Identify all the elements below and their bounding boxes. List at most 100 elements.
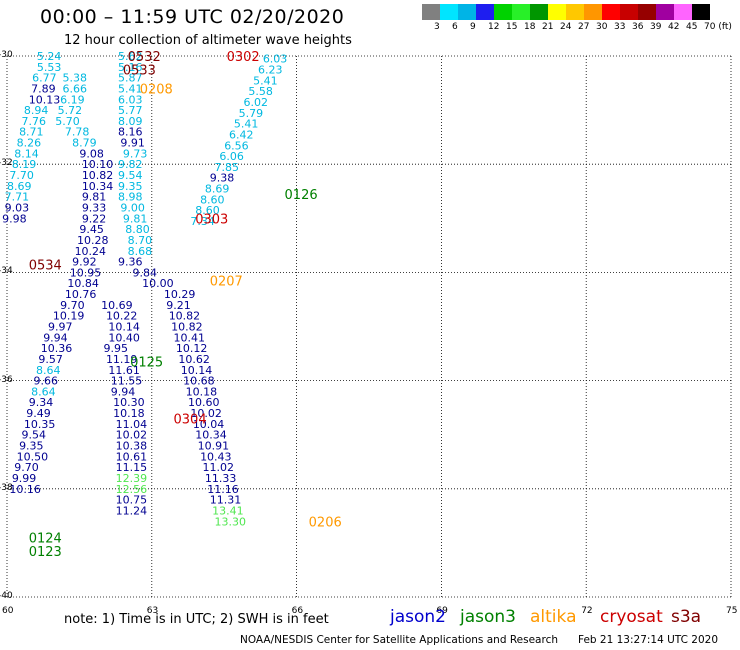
wave-height-value: 9.54 <box>118 169 143 182</box>
wave-height-value: 5.41 <box>253 74 278 87</box>
colorbar-swatch <box>548 4 566 20</box>
pass-time-label: 0206 <box>309 515 342 530</box>
credit-line: NOAA/NESDIS Center for Satellite Applica… <box>240 634 558 646</box>
y-tick-label: -40 <box>0 591 13 601</box>
wave-height-value: 7.70 <box>9 169 34 182</box>
grid-lines <box>6 55 732 598</box>
wave-height-value: 6.03 <box>118 93 143 106</box>
wave-height-value: 5.58 <box>248 85 272 98</box>
colorbar-label: 36 <box>632 22 644 32</box>
pass-time-label: 0123 <box>29 545 62 560</box>
pass-time-label: 0302 <box>227 50 260 65</box>
wave-height-value: 5.53 <box>37 61 62 74</box>
wave-height-value: 8.94 <box>24 104 49 117</box>
x-tick-label: 60 <box>2 606 14 616</box>
wave-height-value: 9.99 <box>12 472 37 485</box>
wave-height-value: 10.24 <box>75 245 107 258</box>
wave-height-value: 13.30 <box>215 515 247 528</box>
pass-time-label: 0124 <box>29 531 62 546</box>
wave-height-value: 10.75 <box>116 494 148 507</box>
figure-title: 00:00 – 11:59 UTC 02/20/2020 <box>40 6 345 28</box>
colorbar-swatch <box>692 4 710 20</box>
wave-height-value: 9.91 <box>120 137 145 150</box>
wave-height-value: 11.04 <box>116 418 148 431</box>
wave-height-value: 5.87 <box>118 72 143 85</box>
colorbar-swatch <box>422 4 440 20</box>
wave-height-value: 10.16 <box>9 483 41 496</box>
wave-height-value: 13.41 <box>212 504 244 517</box>
colorbar-swatch <box>494 4 512 20</box>
wave-height-value: 9.49 <box>26 407 51 420</box>
wave-height-value: 10.29 <box>164 288 196 301</box>
colorbar-swatch <box>458 4 476 20</box>
colorbar-label: 6 <box>452 22 458 32</box>
wave-height-value: 9.81 <box>123 212 148 225</box>
colorbar-swatch <box>602 4 620 20</box>
wave-height-value: 10.82 <box>171 321 203 334</box>
wave-height-value: 11.61 <box>108 364 140 377</box>
wave-height-value: 7.78 <box>65 126 90 139</box>
wave-height-value: 8.98 <box>118 191 143 204</box>
wave-height-value: 10.69 <box>101 299 132 312</box>
wave-height-value: 9.66 <box>34 375 59 388</box>
wave-height-value: 9.70 <box>60 299 85 312</box>
wave-height-value: 10.13 <box>29 93 61 106</box>
wave-height-value: 9.73 <box>123 147 148 160</box>
colorbar-label: 15 <box>506 22 518 32</box>
wave-height-value: 10.35 <box>24 418 56 431</box>
pass-time-label: 0208 <box>140 82 173 97</box>
wave-height-value: 10.12 <box>176 342 208 355</box>
pass-time-label: 0126 <box>285 188 318 203</box>
y-tick-label: -36 <box>0 374 13 385</box>
x-tick-label: 63 <box>146 606 159 616</box>
colorbar-swatch <box>620 4 638 20</box>
legend-jason2: jason2 <box>390 607 446 627</box>
wave-height-value: 6.03 <box>263 53 288 66</box>
wave-height-value: 8.60 <box>195 204 220 217</box>
colorbar-swatch <box>638 4 656 20</box>
wave-height-value: 11.15 <box>116 461 148 474</box>
wave-height-value: 10.14 <box>181 364 213 377</box>
wave-height-value: 5.41 <box>118 82 143 95</box>
figure-subtitle: 12 hour collection of altimeter wave hei… <box>64 33 352 48</box>
legend-altika: altika <box>530 607 577 627</box>
wave-height-value: 10.38 <box>116 440 148 453</box>
wave-height-value: 10.34 <box>195 429 227 442</box>
wave-height-value: 10.34 <box>82 180 114 193</box>
wave-height-value: 8.14 <box>14 147 38 160</box>
y-tick-label: -30 <box>0 50 13 60</box>
wave-height-value: 6.66 <box>63 82 88 95</box>
wave-height-value: 10.18 <box>186 385 218 398</box>
wave-height-value: 9.98 <box>2 212 27 225</box>
wave-height-value: 8.60 <box>200 193 225 206</box>
wave-height-value: 5.70 <box>55 115 79 128</box>
wave-height-value: 6.42 <box>229 128 254 141</box>
wave-height-value: 11.16 <box>207 483 239 496</box>
pass-time-label: 0303 <box>195 212 228 227</box>
wave-height-value: 9.97 <box>48 321 73 334</box>
colorbar-swatch <box>566 4 584 20</box>
colorbar-swatch <box>674 4 692 20</box>
colorbar-label: 45 <box>686 22 698 32</box>
wave-height-value: 9.21 <box>166 299 191 312</box>
wave-height-value: 10.22 <box>106 310 137 323</box>
wave-height-value: 9.57 <box>38 353 63 366</box>
timestamp: Feb 21 13:27:14 UTC 2020 <box>578 634 718 646</box>
colorbar-swatch <box>512 4 530 20</box>
legend-s3a: s3a <box>671 607 702 627</box>
wave-height-value: 8.79 <box>72 137 97 150</box>
wave-height-value: 10.30 <box>113 396 145 409</box>
wave-height-value: 8.64 <box>36 364 61 377</box>
y-tick-label: -32 <box>0 158 13 169</box>
wave-height-value: 10.00 <box>142 277 174 290</box>
colorbar-label: 9 <box>470 22 476 32</box>
colorbar-swatch <box>476 4 494 20</box>
wave-height-value: 6.19 <box>60 93 85 106</box>
colorbar-label: 3 <box>434 22 440 32</box>
wave-height-value: 6.02 <box>244 96 268 109</box>
colorbar-swatch <box>530 4 548 20</box>
wave-height-value: 10.76 <box>65 288 97 301</box>
wave-height-value: 11.02 <box>202 461 234 474</box>
